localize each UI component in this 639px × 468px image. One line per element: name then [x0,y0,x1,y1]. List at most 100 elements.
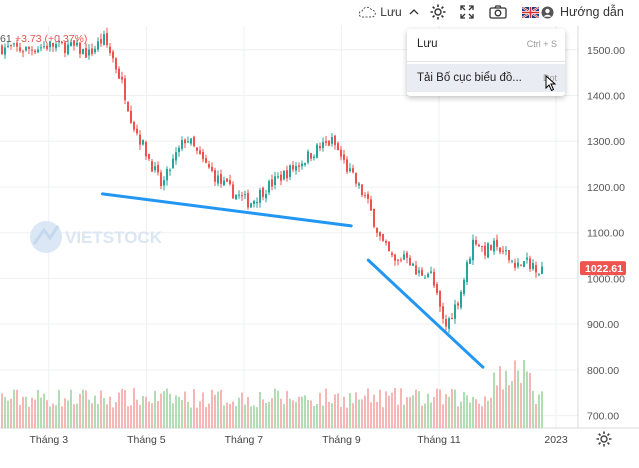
candle-body [235,194,237,200]
volume-bar [517,370,519,428]
candle-body [136,128,138,134]
volume-bar [328,401,330,428]
uk-flag-icon[interactable] [520,0,540,24]
volume-bar [277,390,279,428]
volume-bar [502,389,504,428]
candle-body [223,180,225,186]
candle-body [175,152,177,161]
volume-bar [163,391,165,428]
volume-bar [247,397,249,428]
candle-body [217,175,219,184]
fullscreen-icon[interactable] [455,0,479,24]
help-button[interactable]: Hướng dẫn [541,0,635,24]
candle-body [61,41,63,44]
volume-bar [169,393,171,428]
volume-bar [139,404,141,428]
volume-bar [442,404,444,428]
candle-body [88,49,90,56]
candle-body [187,141,189,143]
volume-bar [154,390,156,428]
volume-bar [292,400,294,428]
gear-icon[interactable] [426,0,450,24]
volume-bar [211,389,213,428]
candle-body [178,147,180,153]
candle-body [64,42,66,54]
volume-bar [13,389,15,428]
candle-body [292,165,294,170]
volume-bar [262,399,264,428]
candle-body [244,194,246,196]
x-tick-label: Tháng 3 [30,434,69,446]
cursor-icon [545,75,557,92]
volume-bar [148,401,150,428]
volume-bar [397,404,399,428]
layout-save-button[interactable]: Lưu [355,0,405,24]
candle-body [268,181,270,193]
candle-body [313,156,315,159]
candle-body [412,263,414,266]
volume-bar [457,406,459,428]
volume-bar [37,389,39,428]
chevron-up-icon[interactable] [404,0,424,24]
volume-bar [130,405,132,428]
candle-body [469,258,471,264]
menu-item-save[interactable]: Lưu Ctrl + S [407,30,565,58]
volume-bar [385,391,387,428]
volume-bar [283,404,285,428]
volume-bar [466,395,468,428]
volume-bar [469,402,471,428]
volume-bar [40,397,42,428]
volume-bar [364,395,366,428]
candle-body [229,180,231,185]
candle-body [28,47,30,49]
top-toolbar: Lưu Hướng dẫn [0,0,639,26]
volume-bar [25,396,27,428]
volume-bar [136,399,138,428]
candle-body [82,48,84,54]
price-chart[interactable]: VIETSTOCK 1500.00 1400.00 1300.00 1200.00 11… [0,26,639,468]
volume-bar [286,390,288,428]
candle-body [526,257,528,260]
volume-bar [349,393,351,428]
volume-bar [475,399,477,428]
candle-body [409,257,411,266]
candle-body [346,159,348,172]
candle-body [310,153,312,159]
volume-bar [316,403,318,428]
x-tick-label: 2023 [544,434,568,446]
volume-bar [289,398,291,428]
camera-icon[interactable] [485,0,511,24]
candle-body [79,42,81,54]
last-price-label: 1022.61 [585,263,623,275]
chart-settings-gear-icon[interactable] [595,430,613,448]
candle-body [517,262,519,267]
volume-bar [145,396,147,428]
candle-body [220,173,222,184]
help-label: Hướng dẫn [560,5,624,19]
candle-body [169,169,171,171]
candle-body [436,284,438,294]
volume-bar [121,388,123,428]
candle-body [283,170,285,180]
volume-bar [73,404,75,428]
volume-bar [115,402,117,428]
candle-body [328,140,330,146]
candle-body [10,44,12,46]
candle-body [115,58,117,70]
candle-body [388,241,390,251]
candle-body [358,183,360,186]
volume-bar [307,400,309,428]
candle-body [70,42,72,47]
menu-divider [407,61,565,62]
candle-body [325,141,327,143]
volume-bar [76,403,78,428]
layout-name: Lưu [380,5,402,19]
candle-body [352,168,354,173]
menu-item-load-layout[interactable]: Tải Bố cục biểu đồ... Dot [407,64,565,92]
candle-body [22,51,24,53]
volume-bar [61,406,63,428]
candle-body [340,149,342,157]
candle-body [211,166,213,171]
candle-body [40,47,42,49]
trendline [100,192,353,228]
